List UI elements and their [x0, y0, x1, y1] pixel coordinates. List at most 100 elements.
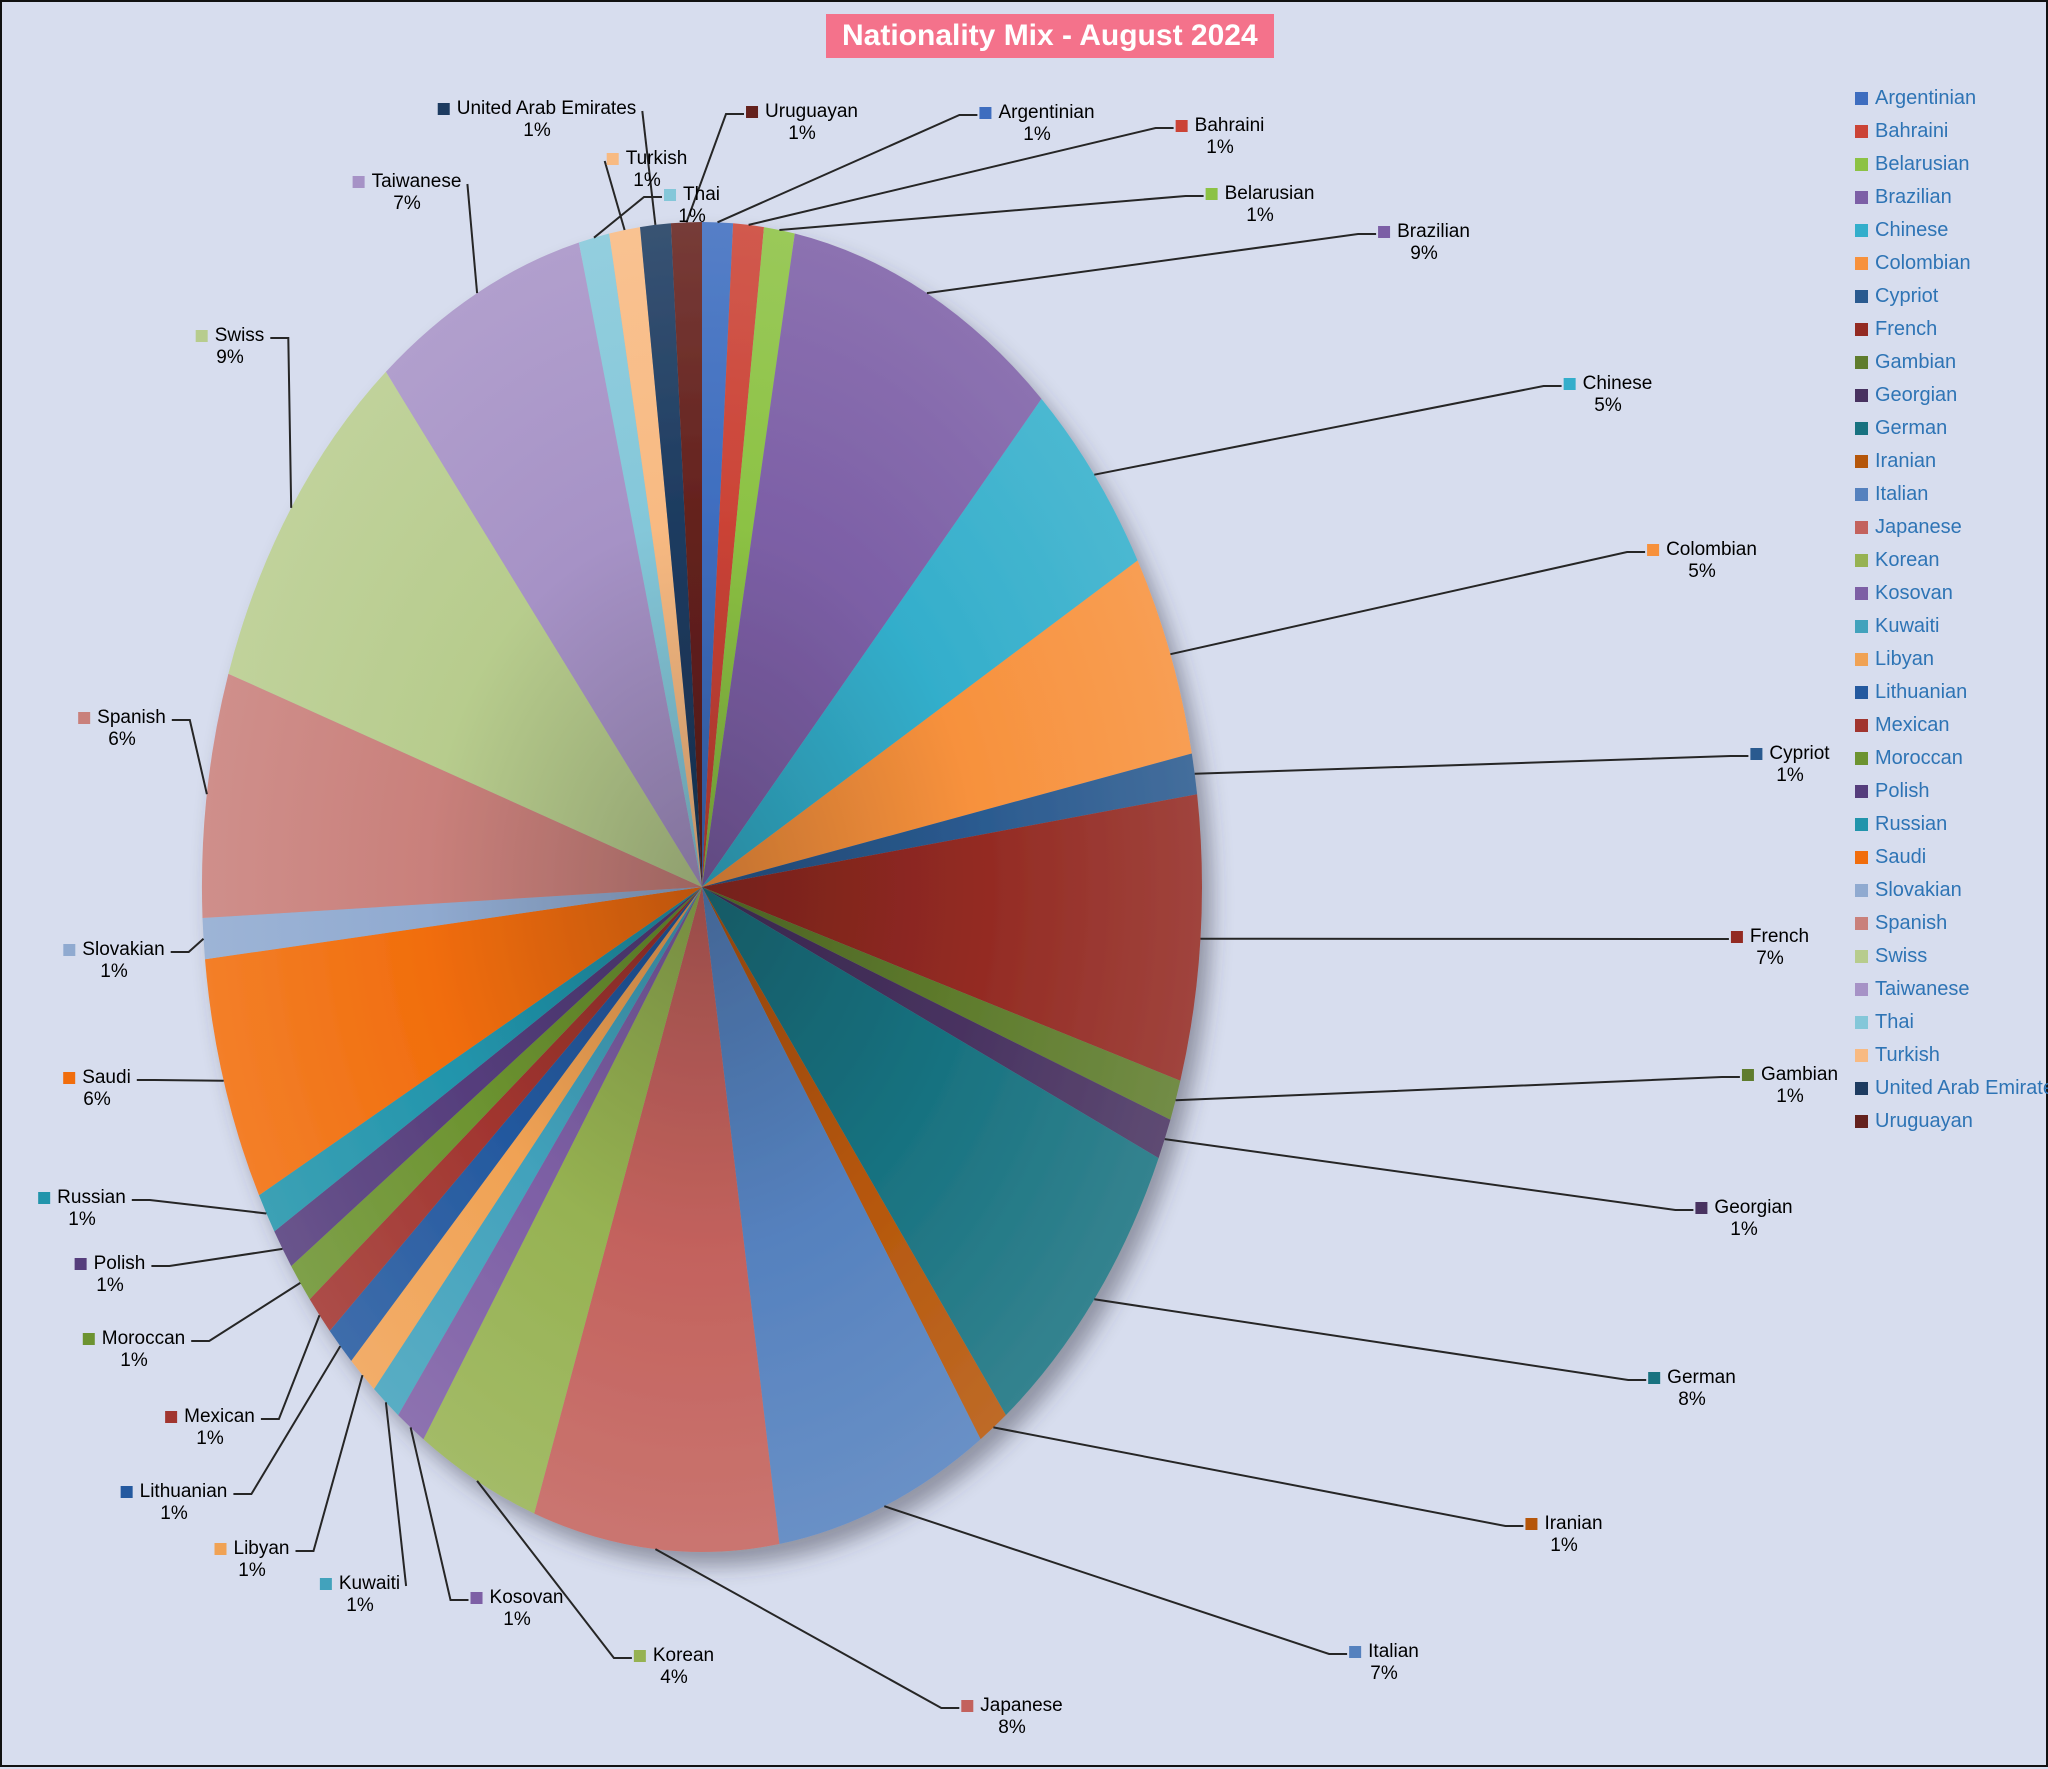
legend-item-lithuanian: Lithuanian: [1855, 682, 2048, 702]
slice-label-name: Italian: [1368, 1641, 1419, 1663]
slice-label-value: 6%: [78, 729, 166, 751]
legend-label: Thai: [1875, 1012, 1914, 1032]
legend-label: Turkish: [1875, 1045, 1940, 1065]
slice-label-swatch: [961, 1700, 973, 1712]
slice-label-swatch: [63, 944, 75, 956]
slice-label-swatch: [1648, 1372, 1660, 1384]
legend-swatch: [1855, 422, 1868, 435]
slice-label-swatch: [78, 712, 90, 724]
leader-line-swiss: [270, 338, 291, 508]
legend-item-japanese: Japanese: [1855, 517, 2048, 537]
legend-item-taiwanese: Taiwanese: [1855, 979, 2048, 999]
legend-item-cypriot: Cypriot: [1855, 286, 2048, 306]
slice-label-name: Chinese: [1583, 373, 1653, 395]
leader-line-gambian: [1176, 1077, 1740, 1100]
slice-label-value: 1%: [215, 1560, 290, 1582]
slice-label-name: Turkish: [626, 148, 688, 170]
legend-label: Kuwaiti: [1875, 616, 1939, 636]
slice-label-name: Spanish: [97, 707, 166, 729]
slice-label-value: 1%: [38, 1209, 126, 1231]
legend-swatch: [1855, 290, 1868, 303]
legend-label: Georgian: [1875, 385, 1957, 405]
legend-swatch: [1855, 125, 1868, 138]
slice-label-swatch: [75, 1258, 87, 1270]
pie-slices: [202, 222, 1202, 1552]
legend-label: German: [1875, 418, 1947, 438]
slice-label-name: Brazilian: [1397, 221, 1470, 243]
slice-label-swatch: [1176, 120, 1188, 132]
legend-label: United Arab Emirates: [1875, 1078, 2048, 1098]
legend-item-french: French: [1855, 319, 2048, 339]
legend-item-kosovan: Kosovan: [1855, 583, 2048, 603]
slice-label-swatch: [121, 1486, 133, 1498]
slice-label-value: 1%: [165, 1428, 255, 1450]
legend-item-mexican: Mexican: [1855, 715, 2048, 735]
slice-label-name: Bahraini: [1195, 115, 1265, 137]
legend-item-belarusian: Belarusian: [1855, 154, 2048, 174]
slice-label-name: Cypriot: [1769, 743, 1829, 765]
slice-label-swatch: [196, 330, 208, 342]
slice-label-value: 1%: [1176, 137, 1265, 159]
leader-line-moroccan: [191, 1283, 300, 1341]
leader-line-saudi: [137, 1080, 224, 1081]
slice-label-name: Libyan: [234, 1538, 290, 1560]
slice-label-swatch: [1206, 188, 1218, 200]
slice-label-swatch: [83, 1333, 95, 1345]
leader-line-belarusian: [779, 196, 1203, 230]
legend-item-brazilian: Brazilian: [1855, 187, 2048, 207]
slice-label-name: Korean: [653, 1645, 714, 1667]
legend-item-united-arab-emirates: United Arab Emirates: [1855, 1078, 2048, 1098]
legend-label: Chinese: [1875, 220, 1948, 240]
legend-item-swiss: Swiss: [1855, 946, 2048, 966]
legend-item-turkish: Turkish: [1855, 1045, 2048, 1065]
legend-item-georgian: Georgian: [1855, 385, 2048, 405]
legend-swatch: [1855, 587, 1868, 600]
slice-label-value: 1%: [607, 170, 688, 192]
slice-label-value: 1%: [664, 206, 720, 228]
slice-label-swatch: [38, 1192, 50, 1204]
legend-swatch: [1855, 653, 1868, 666]
legend-label: Brazilian: [1875, 187, 1952, 207]
legend-swatch: [1855, 1115, 1868, 1128]
slice-label-value: 5%: [1647, 561, 1757, 583]
legend-swatch: [1855, 1016, 1868, 1029]
slice-label-name: Georgian: [1714, 1197, 1792, 1219]
slice-label-name: Iranian: [1544, 1513, 1602, 1535]
slice-label-swatch: [165, 1411, 177, 1423]
legend-swatch: [1855, 686, 1868, 699]
slice-label-value: 7%: [353, 193, 462, 215]
legend-label: Moroccan: [1875, 748, 1963, 768]
slice-label-swatch: [1695, 1202, 1707, 1214]
slice-label-value: 1%: [979, 124, 1094, 146]
legend-label: Argentinian: [1875, 88, 1976, 108]
slice-label-value: 9%: [1378, 243, 1470, 265]
legend-label: Italian: [1875, 484, 1928, 504]
legend-item-moroccan: Moroccan: [1855, 748, 2048, 768]
legend-swatch: [1855, 323, 1868, 336]
leader-line-kuwaiti: [386, 1402, 406, 1586]
leader-line-taiwanese: [467, 184, 477, 293]
legend-swatch: [1855, 455, 1868, 468]
leader-line-georgian: [1165, 1139, 1694, 1210]
legend-item-thai: Thai: [1855, 1012, 2048, 1032]
slice-label-name: Moroccan: [102, 1328, 185, 1350]
legend-label: Lithuanian: [1875, 682, 1967, 702]
slice-label-value: 9%: [196, 347, 265, 369]
slice-label-name: Saudi: [82, 1067, 131, 1089]
legend-item-slovakian: Slovakian: [1855, 880, 2048, 900]
legend-swatch: [1855, 158, 1868, 171]
legend-label: Swiss: [1875, 946, 1927, 966]
legend-item-russian: Russian: [1855, 814, 2048, 834]
